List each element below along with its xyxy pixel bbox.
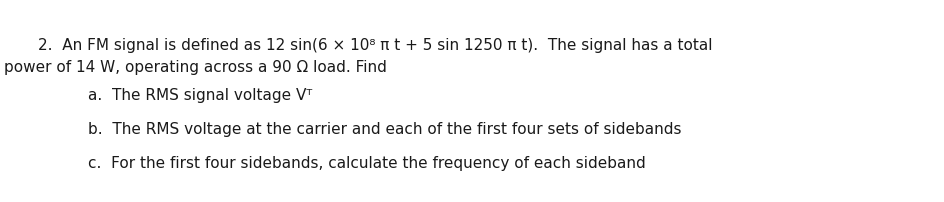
Text: 2.  An FM signal is defined as 12 sin(6 × 10⁸ π t + 5 sin 1250 π t).  The signal: 2. An FM signal is defined as 12 sin(6 ×… bbox=[38, 38, 713, 53]
Text: a.  The RMS signal voltage Vᵀ: a. The RMS signal voltage Vᵀ bbox=[88, 88, 312, 103]
Text: b.  The RMS voltage at the carrier and each of the first four sets of sidebands: b. The RMS voltage at the carrier and ea… bbox=[88, 122, 682, 137]
Text: c.  For the first four sidebands, calculate the frequency of each sideband: c. For the first four sidebands, calcula… bbox=[88, 156, 646, 171]
Text: power of 14 W, operating across a 90 Ω load. Find: power of 14 W, operating across a 90 Ω l… bbox=[4, 60, 387, 75]
